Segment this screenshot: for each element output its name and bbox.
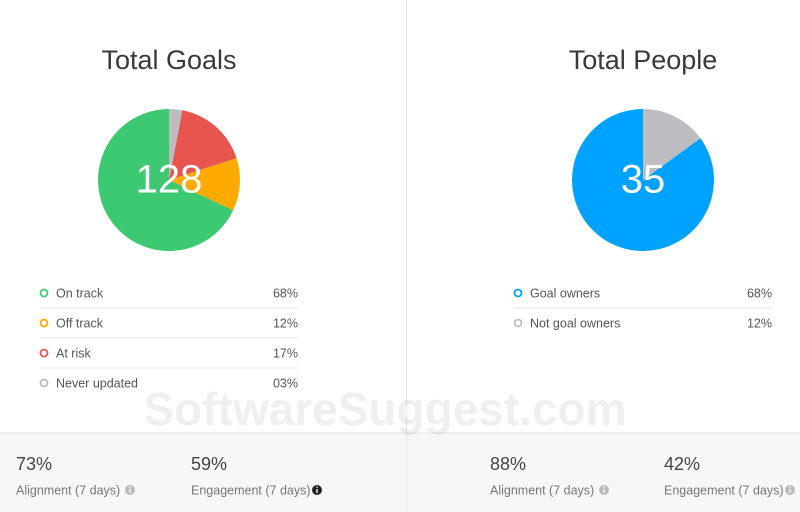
stat-label: Alignment (7 days) xyxy=(490,483,594,497)
legend-marker xyxy=(39,348,49,358)
legend-marker xyxy=(513,288,523,298)
stat-value: 42% xyxy=(664,454,700,474)
legend-marker xyxy=(39,288,49,298)
legend-label: On track xyxy=(56,286,104,300)
legend-value: 12% xyxy=(747,316,772,330)
stat-label: Engagement (7 days) xyxy=(664,483,784,497)
pie-slice xyxy=(169,158,240,211)
pie-slice xyxy=(643,109,701,180)
info-icon-dot xyxy=(789,486,791,488)
stat-value: 73% xyxy=(16,454,52,474)
stat-value: 88% xyxy=(490,454,526,474)
stat-label: Alignment (7 days) xyxy=(16,483,120,497)
legend-label: At risk xyxy=(56,346,91,360)
legend-label: Goal owners xyxy=(530,286,600,300)
stat-value: 59% xyxy=(191,454,227,474)
center-total: 128 xyxy=(136,158,203,202)
legend-value: 12% xyxy=(273,316,298,330)
pie-slice xyxy=(169,110,237,180)
info-icon-dot xyxy=(129,486,131,488)
chart-title: Total People xyxy=(569,45,718,75)
chart-title: Total Goals xyxy=(101,45,236,75)
legend-marker xyxy=(39,378,49,388)
watermark: SoftwareSuggest.com xyxy=(143,383,626,435)
pie-slice xyxy=(98,109,234,251)
legend-value: 17% xyxy=(273,346,298,360)
pie-slice xyxy=(169,109,183,180)
stat-label: Engagement (7 days) xyxy=(191,483,311,497)
legend-value: 68% xyxy=(273,286,298,300)
info-icon-dot xyxy=(316,486,318,488)
stats-bar xyxy=(0,433,800,512)
center-total: 35 xyxy=(621,158,666,202)
legend-value: 03% xyxy=(273,376,298,390)
legend-label: Off track xyxy=(56,316,104,330)
legend-label: Not goal owners xyxy=(530,316,620,330)
legend-marker xyxy=(39,318,49,328)
legend-marker xyxy=(513,318,523,328)
legend-label: Never updated xyxy=(56,376,138,390)
legend-value: 68% xyxy=(747,286,772,300)
info-icon-dot xyxy=(603,486,605,488)
